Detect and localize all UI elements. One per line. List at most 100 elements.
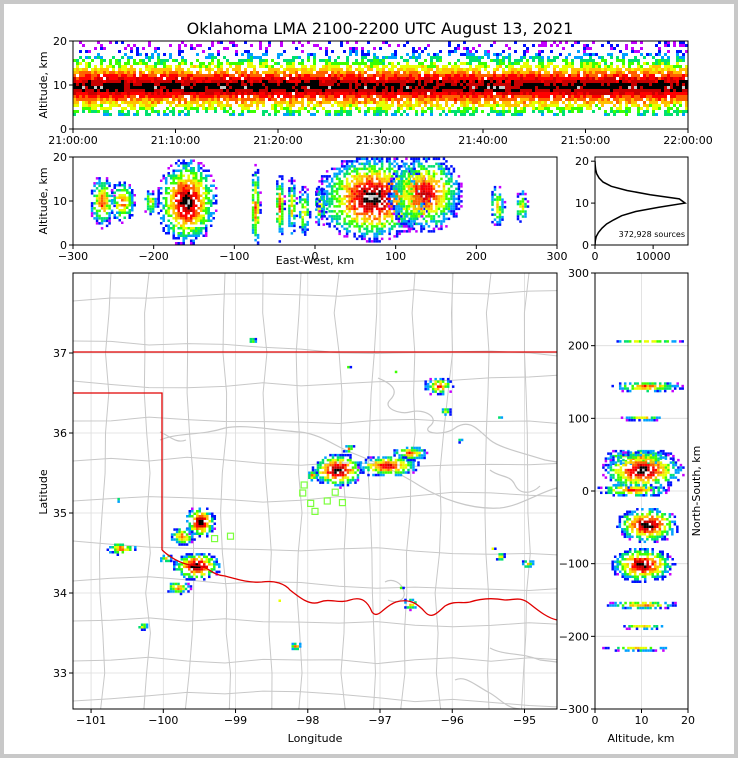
time-height-bin [163, 68, 166, 71]
time-height-bin [676, 110, 679, 113]
time-height-bin [262, 62, 265, 65]
time-height-bin [202, 89, 205, 92]
time-height-bin [670, 92, 673, 95]
ew-height-bin [123, 184, 126, 187]
ew-height-bin [353, 202, 356, 206]
time-height-bin [409, 80, 412, 83]
ew-height-bin [154, 205, 157, 208]
time-height-bin [406, 65, 409, 68]
time-height-bin [349, 107, 352, 110]
time-height-bin [202, 104, 205, 107]
time-height-bin [181, 92, 184, 95]
time-height-bin [562, 74, 565, 77]
time-height-bin [265, 77, 268, 80]
time-height-bin [76, 59, 79, 62]
time-height-bin [469, 83, 472, 86]
ew-height-bin [350, 220, 354, 223]
ew-height-bin [207, 199, 210, 202]
time-height-bin [241, 53, 244, 56]
time-height-bin [331, 80, 334, 83]
ew-height-bin [251, 173, 255, 177]
time-height-bin [637, 89, 640, 92]
time-height-bin [544, 83, 547, 86]
ew-height-bin [256, 191, 260, 194]
ew-height-bin [103, 189, 106, 193]
ew-height-bin [385, 190, 389, 193]
ew-height-bin [103, 192, 106, 195]
time-height-bin [100, 104, 103, 107]
time-height-bin [604, 62, 607, 65]
time-height-bin [490, 74, 493, 77]
time-height-bin [493, 98, 496, 101]
ew-height-bin [90, 207, 94, 210]
ew-height-bin [174, 174, 178, 177]
time-height-bin [358, 107, 361, 110]
time-height-bin [646, 68, 649, 71]
time-height-bin [169, 74, 172, 77]
ew-height-bin [323, 180, 326, 183]
ew-height-bin [182, 194, 185, 197]
time-height-bin [565, 104, 568, 107]
time-height-bin [385, 83, 388, 86]
time-height-bin [472, 95, 475, 98]
time-height-bin [295, 110, 298, 113]
time-height-bin [676, 89, 679, 92]
time-height-bin [277, 86, 280, 89]
time-height-bin [247, 50, 250, 53]
time-height-bin [286, 74, 289, 77]
time-height-bin [151, 77, 154, 80]
time-height-bin [517, 89, 520, 92]
time-height-bin [184, 101, 187, 104]
time-height-bin [271, 68, 274, 71]
time-height-bin [640, 53, 643, 56]
time-height-bin [391, 101, 394, 104]
ew-height-bin [100, 207, 104, 210]
ew-height-bin [187, 202, 190, 205]
time-height-bin [664, 98, 667, 101]
time-height-bin [499, 89, 502, 92]
ew-height-bin [365, 157, 369, 161]
time-height-bin [406, 98, 409, 101]
time-height-bin [502, 104, 505, 107]
time-height-bin [373, 56, 376, 59]
time-height-bin [499, 65, 502, 68]
time-height-bin [256, 101, 259, 104]
time-height-bin [385, 95, 388, 98]
time-height-bin [337, 80, 340, 83]
ew-height-bin [345, 227, 349, 231]
time-height-bin [412, 80, 415, 83]
ew-height-bin [105, 179, 109, 183]
ew-height-bin [187, 194, 190, 197]
time-height-bin [355, 89, 358, 92]
time-height-bin [274, 77, 277, 80]
time-height-bin [121, 107, 124, 110]
time-height-bin [415, 68, 418, 71]
time-height-bin [577, 74, 580, 77]
time-height-bin [73, 110, 76, 113]
time-height-bin [82, 59, 85, 62]
ew-height-bin [182, 227, 185, 230]
time-height-bin [517, 68, 520, 71]
time-height-bin [418, 98, 421, 101]
time-height-bin [580, 83, 583, 86]
time-height-bin [238, 65, 241, 68]
time-height-bin [367, 68, 370, 71]
time-height-bin [514, 59, 517, 62]
time-height-bin [667, 56, 670, 59]
time-height-bin [541, 95, 544, 98]
ew-height-bin [322, 223, 326, 226]
ew-height-bin [172, 182, 175, 185]
time-height-bin [430, 89, 433, 92]
time-height-bin [604, 110, 607, 113]
ew-height-bin [322, 213, 326, 216]
ew-height-bin [350, 222, 354, 226]
ew-height-bin [120, 209, 124, 212]
time-height-bin [517, 71, 520, 74]
ew-height-bin [128, 199, 131, 202]
time-height-bin [466, 77, 469, 80]
time-height-bin [190, 77, 193, 80]
time-height-bin [376, 104, 379, 107]
time-height-bin [73, 83, 76, 86]
ew-height-bin [355, 182, 359, 186]
time-height-bin [544, 92, 547, 95]
